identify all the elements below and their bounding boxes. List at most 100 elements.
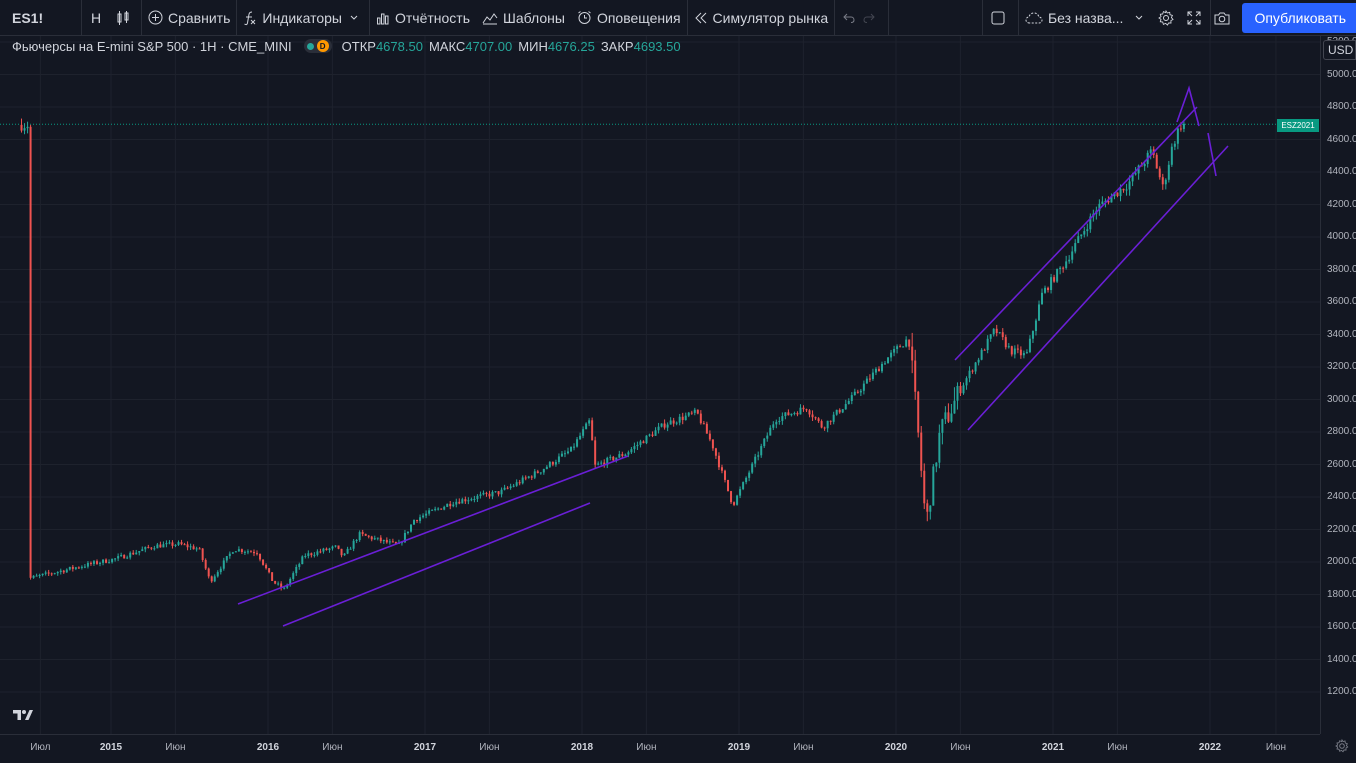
currency-selector[interactable]: USD: [1323, 40, 1356, 60]
candle-body: [467, 500, 470, 502]
drawings-layer[interactable]: [237, 85, 1229, 627]
candle-body: [400, 542, 403, 544]
candle-body: [1028, 338, 1031, 353]
last-price-tag-label: ESZ2021: [1281, 121, 1315, 130]
compare-button[interactable]: Сравнить: [142, 0, 238, 36]
candle-body: [621, 454, 624, 456]
candle-body: [962, 385, 965, 394]
candle-body: [600, 462, 603, 464]
candle-body: [530, 476, 533, 478]
candle-body: [237, 549, 240, 552]
axis-settings-gear-icon[interactable]: [1334, 738, 1350, 754]
layout-name-button[interactable]: Без назва...: [1017, 0, 1130, 36]
candle-body: [877, 368, 880, 372]
market-status-badge[interactable]: D: [303, 39, 332, 53]
candle-body: [829, 420, 832, 422]
publish-button[interactable]: Опубликовать: [1242, 3, 1356, 33]
candle-body: [337, 545, 340, 549]
candle-body: [129, 552, 132, 558]
replay-label: Симулятор рынка: [712, 9, 829, 26]
candle-body: [343, 553, 346, 556]
fullscreen-button[interactable]: [1182, 0, 1210, 36]
candle-body: [1025, 352, 1028, 354]
chart-type-button[interactable]: [110, 0, 142, 36]
candle-body: [228, 553, 231, 557]
candle-body: [639, 441, 642, 445]
settings-button[interactable]: [1154, 0, 1182, 36]
candle-body: [437, 508, 440, 510]
candle-body: [1089, 216, 1092, 230]
candle-body: [271, 572, 274, 582]
chevron-down-icon: [350, 15, 358, 20]
candle-body: [905, 339, 908, 347]
channel-2020-upper-line[interactable]: [954, 106, 1198, 361]
candle-body: [289, 578, 292, 585]
candle-body: [817, 418, 820, 422]
candle-body: [464, 499, 467, 502]
candle-body: [1031, 331, 1034, 339]
candle-body: [147, 546, 150, 548]
candle-body: [265, 564, 268, 569]
candle-body: [570, 446, 573, 452]
time-axis[interactable]: Июл 2015 Июн 2016 Июн 2017 Июн 2018 Июн 2019 Июн 20…: [0, 734, 1320, 763]
candle-body: [89, 562, 92, 564]
candle-body: [681, 416, 684, 420]
candle-body: [678, 416, 681, 423]
time-tick-label: 2021: [1041, 742, 1065, 753]
top-toolbar: ES1! Н Сравнить Индикаторы Отчётность Ша…: [0, 0, 1356, 36]
candle-body: [403, 532, 406, 543]
candle-body: [633, 446, 636, 450]
alerts-button[interactable]: Оповещения: [571, 0, 688, 36]
candle-body: [86, 562, 89, 567]
price-axis[interactable]: 5200.005000.004800.004600.004400.004200.…: [1320, 36, 1356, 734]
select-layout-button[interactable]: [981, 0, 1018, 36]
channel-2016-lower-line[interactable]: [282, 502, 591, 627]
candle-body: [41, 573, 44, 576]
candle-body: [65, 569, 68, 573]
channel-2020-lower-line[interactable]: [967, 145, 1229, 431]
candle-body: [880, 363, 883, 372]
candle-body: [1122, 188, 1125, 191]
candle-body: [1116, 192, 1119, 197]
candle-body: [280, 583, 283, 588]
candle-body: [234, 551, 237, 553]
tradingview-logo[interactable]: [12, 708, 36, 726]
layout-dropdown[interactable]: [1129, 0, 1154, 36]
legend-title[interactable]: Фьючерсы на E-mini S&P 500 · 1Н · CME_MI…: [12, 38, 292, 54]
time-tick-label: Июн: [479, 742, 500, 753]
candle-body: [708, 433, 711, 440]
candle-body: [23, 128, 26, 131]
undo-icon[interactable]: [843, 13, 855, 23]
replay-button[interactable]: Симулятор рынка: [688, 0, 836, 36]
indicators-button[interactable]: Индикаторы: [237, 0, 348, 36]
candle-body: [745, 477, 748, 483]
channel-2016-upper-line[interactable]: [237, 455, 629, 605]
candle-body: [974, 362, 977, 372]
symbol-search-button[interactable]: ES1!: [0, 0, 82, 36]
candle-body: [573, 446, 576, 448]
candle-body: [1173, 143, 1176, 147]
templates-button[interactable]: Шаблоны: [476, 0, 571, 36]
last-price-tag: ESZ2021: [1277, 119, 1319, 132]
price-tick-label: 1200.00: [1327, 686, 1356, 697]
candle-body: [204, 559, 207, 569]
candle-body: [959, 385, 962, 394]
indicators-dropdown[interactable]: [348, 0, 370, 36]
candle-body: [814, 417, 817, 419]
candle-body: [132, 552, 135, 555]
candle-body: [832, 414, 835, 422]
candle-body: [391, 541, 394, 543]
arrow-up-drawing[interactable]: [1176, 85, 1200, 127]
candle-body: [47, 572, 50, 574]
redo-icon[interactable]: [863, 13, 876, 23]
price-chart[interactable]: [0, 36, 1320, 734]
financials-button[interactable]: Отчётность: [370, 0, 476, 36]
candle-body: [730, 491, 733, 503]
candle-body: [953, 400, 956, 414]
snapshot-button[interactable]: [1210, 0, 1238, 36]
candle-body: [68, 566, 71, 570]
arrow-down-drawing[interactable]: [1207, 132, 1217, 177]
candle-body: [754, 456, 757, 464]
interval-button[interactable]: Н: [82, 0, 110, 36]
low-value: 4676.25: [547, 38, 595, 54]
